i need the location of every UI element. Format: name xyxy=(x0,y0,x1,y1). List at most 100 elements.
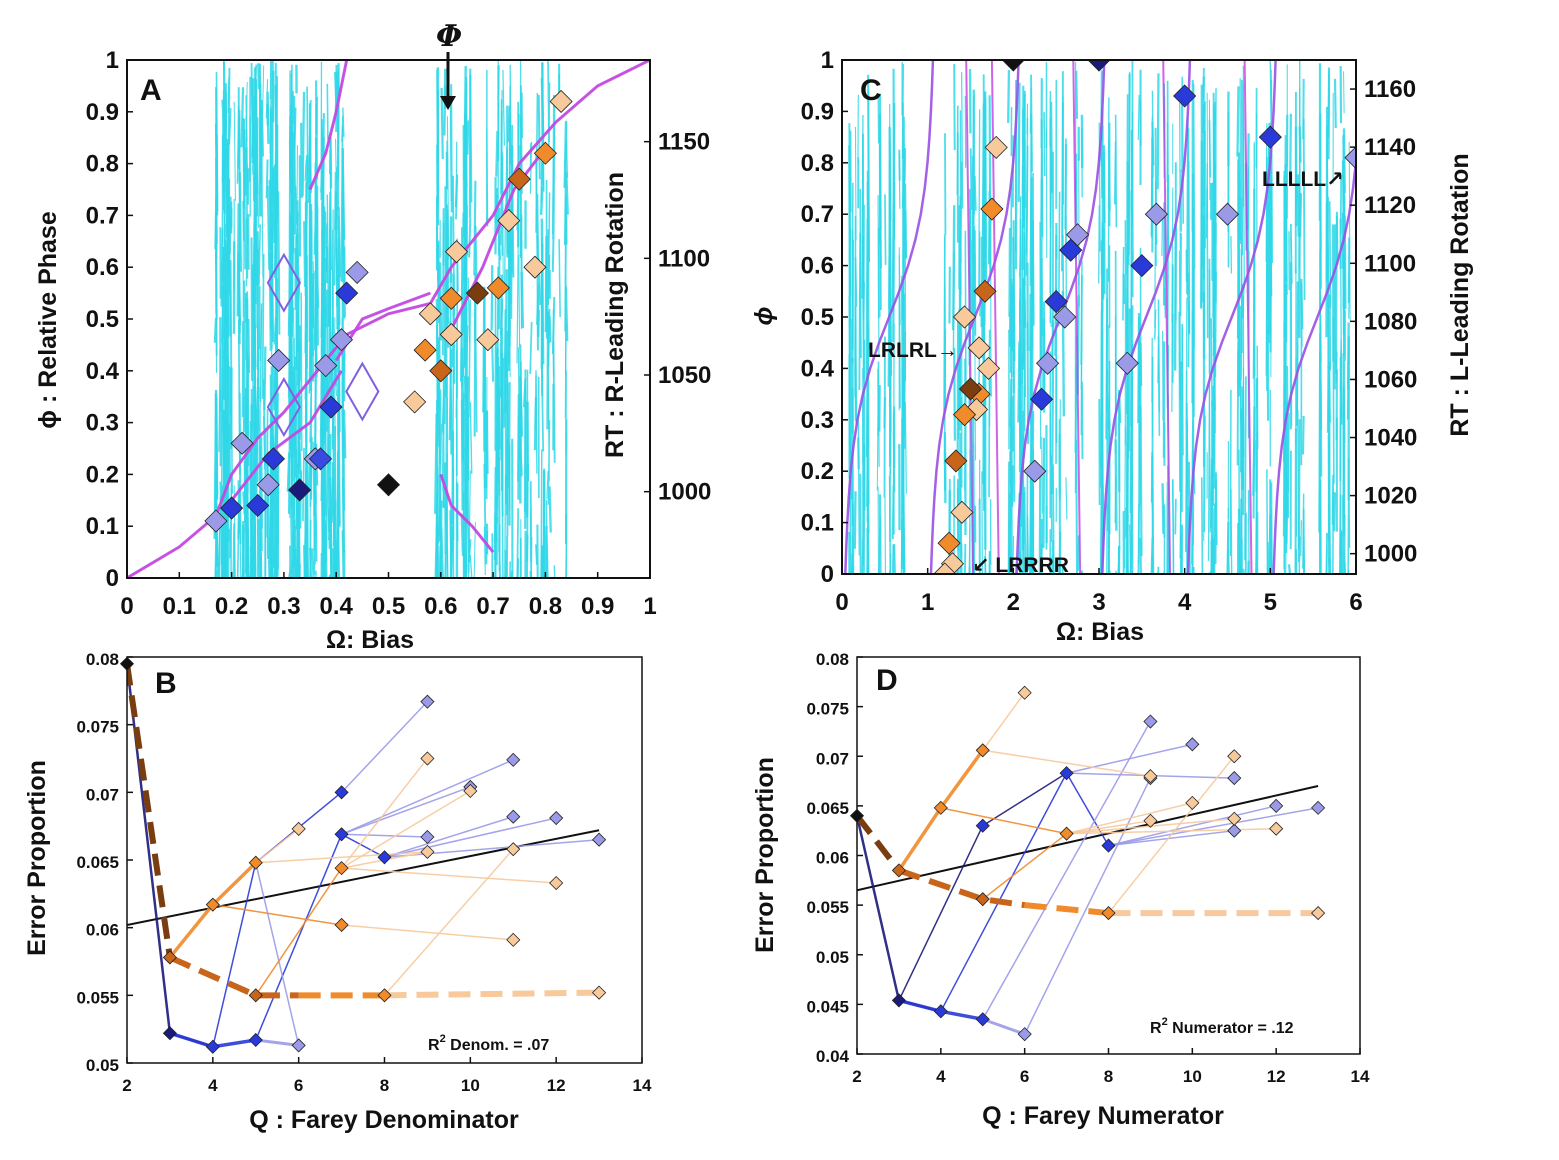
texture-stroke xyxy=(1210,458,1214,529)
series-marker-diamond xyxy=(891,993,906,1008)
series-line xyxy=(898,772,1067,1001)
texture-stroke xyxy=(232,523,236,578)
data-point-diamond xyxy=(950,500,974,524)
texture-stroke xyxy=(544,525,548,578)
strand-core xyxy=(231,370,342,501)
series-marker-diamond xyxy=(119,656,135,671)
texture-stroke xyxy=(310,548,315,578)
series-marker-diamond xyxy=(975,1012,990,1027)
data-point-diamond xyxy=(329,328,353,352)
texture-stroke xyxy=(857,412,860,556)
series-marker-diamond xyxy=(1185,737,1200,752)
texture-stroke xyxy=(303,221,306,287)
texture-stroke xyxy=(223,364,226,510)
texture-stroke xyxy=(884,194,887,265)
dashed-series-line xyxy=(897,867,1026,909)
x-tick-label: 0.8 xyxy=(529,593,562,620)
data-point-diamond xyxy=(256,473,280,497)
panel-a-texture xyxy=(127,60,650,578)
texture-stroke xyxy=(309,203,313,244)
series-marker-diamond xyxy=(933,800,948,815)
texture-stroke xyxy=(268,253,272,351)
texture-stroke xyxy=(520,443,523,476)
strand-core xyxy=(1243,60,1253,574)
texture-stroke xyxy=(1077,535,1080,571)
texture-stroke xyxy=(565,171,569,215)
texture-stroke xyxy=(242,520,245,578)
texture-stroke xyxy=(902,273,905,364)
series-marker-diamond xyxy=(334,827,349,842)
texture-stroke xyxy=(1009,184,1013,373)
texture-stroke xyxy=(305,481,309,578)
texture-stroke xyxy=(1286,365,1290,519)
series-line xyxy=(982,1017,1026,1036)
texture-stroke xyxy=(1347,472,1350,574)
texture-stroke xyxy=(233,101,236,201)
texture-stroke xyxy=(258,76,261,228)
texture-stroke xyxy=(467,539,472,563)
x-tick-label: 0.3 xyxy=(267,593,300,620)
series-marker-diamond xyxy=(506,842,521,857)
texture-stroke xyxy=(1333,78,1337,128)
texture-stroke xyxy=(213,318,218,343)
x-tick-label: 0.7 xyxy=(476,593,509,620)
series-marker-diamond xyxy=(1101,838,1116,853)
series-marker-diamond xyxy=(1227,823,1242,838)
data-point-diamond xyxy=(444,240,469,264)
y-tick-label: 0 xyxy=(821,561,834,588)
texture-stroke xyxy=(1126,514,1129,574)
texture-stroke xyxy=(336,367,340,401)
panel-d-marks xyxy=(857,692,1319,1036)
y-tick-label: 0.065 xyxy=(76,853,119,872)
texture-stroke xyxy=(296,200,300,353)
texture-stroke xyxy=(464,288,468,379)
right-tick-label: 1140 xyxy=(1364,134,1416,161)
phi-arrow-head xyxy=(440,96,456,110)
panel-d-ticks: 2 4 6 8 10 12 14 0.04 0.045 0.05 0.055 0.06 0.065 0.0… xyxy=(806,650,1370,1086)
texture-stroke xyxy=(309,519,312,578)
texture-stroke xyxy=(1335,211,1338,374)
series-marker-diamond xyxy=(162,950,177,965)
texture-stroke xyxy=(988,329,991,498)
texture-stroke xyxy=(292,95,297,235)
texture-stroke xyxy=(1343,385,1345,436)
texture-stroke xyxy=(1185,297,1188,427)
data-point-diamond xyxy=(1115,351,1139,375)
texture-stroke xyxy=(1179,102,1181,250)
series-marker-diamond xyxy=(248,988,263,1003)
texture-stroke xyxy=(495,130,499,177)
texture-stroke xyxy=(245,418,249,502)
y-tick-label: 0.5 xyxy=(801,304,834,331)
texture-stroke xyxy=(1137,94,1140,140)
x-tick-label: 2 xyxy=(852,1067,861,1086)
data-point-diamond xyxy=(230,431,254,455)
texture-stroke xyxy=(540,559,544,578)
texture-stroke xyxy=(338,215,341,326)
panel-b-r2-sup: 2 xyxy=(440,1033,446,1045)
texture-stroke xyxy=(1332,317,1335,484)
texture-stroke xyxy=(540,449,543,578)
texture-stroke xyxy=(341,476,345,553)
strand xyxy=(844,60,935,574)
data-point-diamond xyxy=(1053,305,1077,329)
data-point-diamond xyxy=(533,141,557,165)
texture-stroke xyxy=(1163,287,1167,319)
data-point-diamond xyxy=(952,305,977,329)
series-marker-diamond xyxy=(205,1039,220,1054)
panel-a-ticks: 0 0.1 0.2 0.3 0.4 0.5 0.6 0.7 0.8 0.9 1 0 0.1 0.2 0.3 0… xyxy=(86,47,712,620)
texture-stroke xyxy=(1030,74,1033,172)
series-marker-diamond xyxy=(420,751,435,766)
data-point-diamond xyxy=(314,354,338,378)
x-tick-label: 4 xyxy=(1178,589,1192,616)
texture-stroke xyxy=(1022,277,1025,324)
data-point-diamond xyxy=(1087,60,1111,72)
y-tick-label: 0.055 xyxy=(76,988,119,1007)
texture-stroke xyxy=(460,513,464,556)
texture-stroke xyxy=(1064,143,1067,230)
data-point-diamond xyxy=(246,493,270,518)
data-point-diamond xyxy=(497,209,521,233)
data-point-diamond xyxy=(486,276,510,300)
texture-stroke xyxy=(1191,208,1195,349)
x-tick-label: 0.2 xyxy=(215,593,248,620)
panel-d-r2-prefix: R xyxy=(1150,1020,1162,1037)
